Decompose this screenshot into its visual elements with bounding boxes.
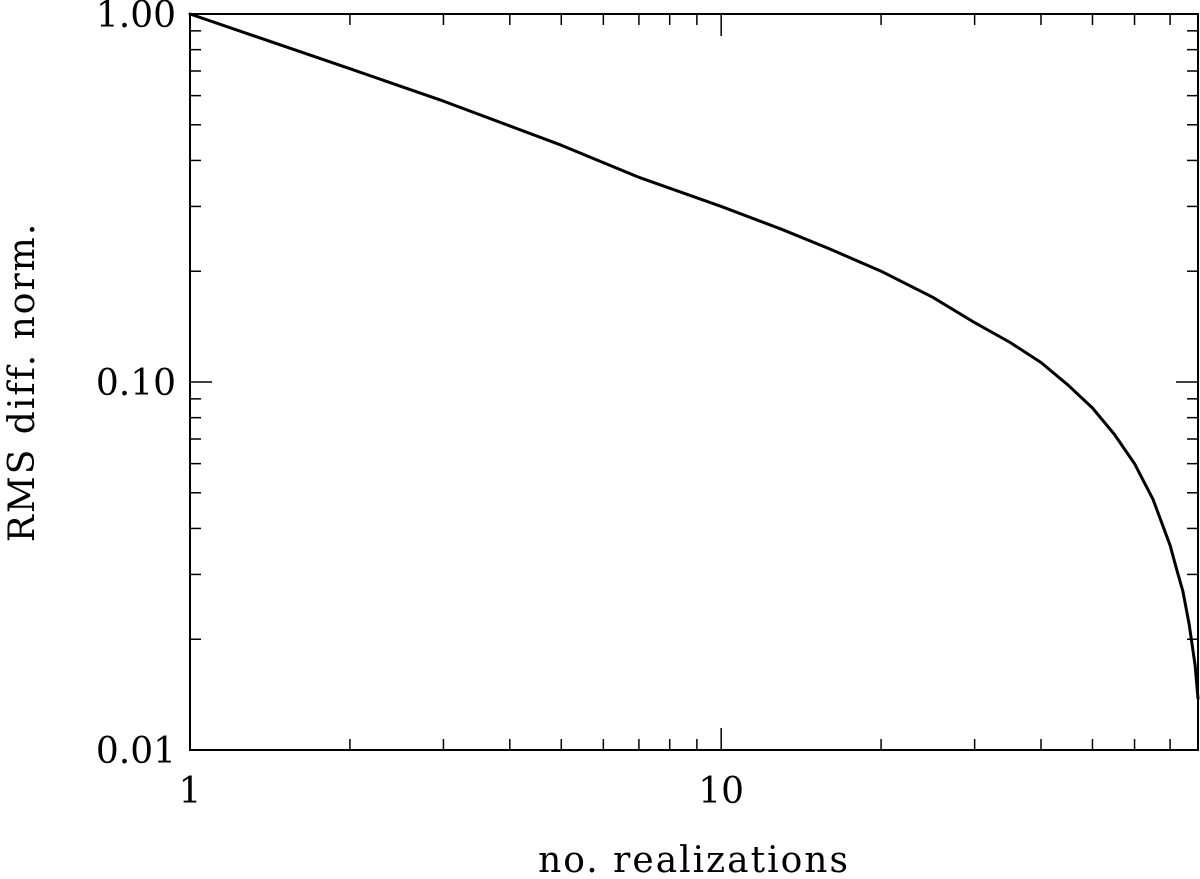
y-tick-label: 1.00 [96,0,176,36]
series-line [188,12,1200,700]
x-tick-label: 10 [698,771,744,812]
x-axis-title: no. realizations [538,840,850,879]
tick-labels: 1 10 1.00 0.10 0.01 [96,0,744,812]
plot-frame [189,13,1199,751]
y-tick-label: 0.10 [96,363,176,404]
y-axis-title: RMS diff. norm. [2,222,43,543]
y-tick-label: 0.01 [96,731,176,772]
x-tick-label: 1 [179,771,202,812]
axis-ticks [189,14,1198,751]
